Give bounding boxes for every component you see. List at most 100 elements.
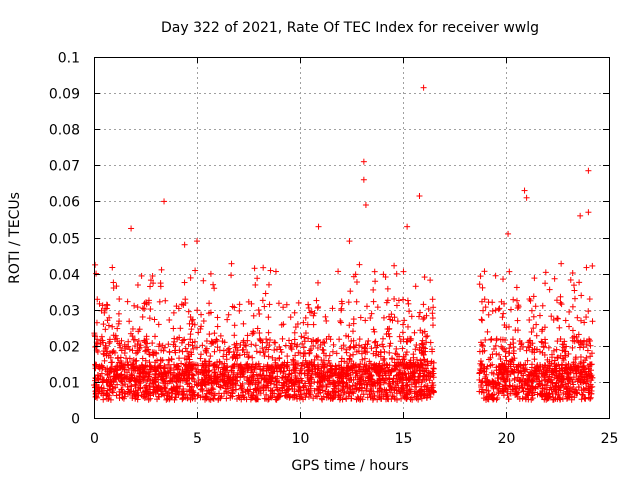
data-point: [368, 345, 375, 352]
data-point: [416, 192, 423, 199]
data-point: [343, 346, 350, 353]
data-point: [243, 361, 250, 368]
data-point: [120, 364, 127, 371]
data-point: [314, 361, 321, 368]
x-tick-label: 10: [292, 431, 310, 447]
data-point: [411, 329, 418, 336]
data-point: [134, 304, 141, 311]
data-point: [240, 394, 247, 401]
data-point: [265, 395, 272, 402]
data-point: [206, 300, 213, 307]
data-point: [427, 277, 434, 284]
data-point: [542, 269, 549, 276]
data-point: [391, 262, 398, 269]
data-point: [315, 365, 322, 372]
data-point: [400, 268, 407, 275]
data-point: [585, 167, 592, 174]
data-point: [236, 363, 243, 370]
data-point: [553, 346, 560, 353]
data-point: [389, 393, 396, 400]
data-point: [209, 339, 216, 346]
data-point: [506, 268, 513, 275]
data-point: [396, 333, 403, 340]
data-point: [127, 383, 134, 390]
data-point: [147, 283, 154, 290]
data-point: [98, 333, 105, 340]
data-point: [361, 355, 368, 362]
data-point: [329, 348, 336, 355]
data-point: [382, 377, 389, 384]
data-point: [157, 386, 164, 393]
data-point: [178, 301, 185, 308]
data-point: [240, 366, 247, 373]
data-point: [129, 325, 136, 332]
data-point: [394, 356, 401, 363]
data-point: [477, 358, 484, 365]
data-point: [221, 360, 228, 367]
data-point: [301, 390, 308, 397]
data-point: [171, 396, 178, 403]
data-point: [149, 340, 156, 347]
data-point: [280, 368, 287, 375]
data-point: [188, 349, 195, 356]
data-point: [100, 321, 107, 328]
data-point: [202, 348, 209, 355]
data-point: [175, 305, 182, 312]
data-point: [298, 333, 305, 340]
data-point: [388, 356, 395, 363]
data-point: [162, 297, 169, 304]
data-point: [479, 317, 486, 324]
data-point: [339, 386, 346, 393]
data-point: [302, 330, 309, 337]
data-point: [384, 362, 391, 369]
data-point: [272, 339, 279, 346]
data-point: [151, 316, 158, 323]
data-point: [260, 372, 267, 379]
data-point: [510, 296, 517, 303]
data-point: [358, 367, 365, 374]
data-point: [175, 366, 182, 373]
data-point: [182, 345, 189, 352]
data-point: [566, 323, 573, 330]
data-point: [123, 355, 130, 362]
data-point: [567, 276, 574, 283]
data-point: [487, 336, 494, 343]
data-point: [214, 344, 221, 351]
data-point: [156, 341, 163, 348]
data-point: [428, 346, 435, 353]
data-point: [206, 331, 213, 338]
data-point: [404, 338, 411, 345]
data-point: [380, 335, 387, 342]
data-point: [127, 330, 134, 337]
data-point: [291, 336, 298, 343]
data-point: [488, 336, 495, 343]
data-point: [114, 381, 121, 388]
data-point: [387, 340, 394, 347]
data-point: [305, 301, 312, 308]
data-point: [254, 325, 261, 332]
data-point: [386, 349, 393, 356]
data-point: [291, 309, 298, 316]
y-tick-label: 0.03: [49, 304, 80, 320]
data-point: [335, 268, 342, 275]
data-point: [101, 309, 108, 316]
data-point: [118, 386, 125, 393]
data-point: [300, 319, 307, 326]
data-point: [554, 354, 561, 361]
data-point: [110, 279, 117, 286]
data-point: [214, 323, 221, 330]
data-point: [168, 356, 175, 363]
data-point: [386, 342, 393, 349]
data-point: [273, 365, 280, 372]
data-point: [228, 260, 235, 267]
data-point: [265, 329, 272, 336]
data-point: [589, 262, 596, 269]
data-point: [416, 313, 423, 320]
data-point: [288, 346, 295, 353]
data-point: [264, 361, 271, 368]
data-point: [325, 391, 332, 398]
data-point: [558, 301, 565, 308]
data-point: [356, 261, 363, 268]
data-point: [395, 297, 402, 304]
data-point: [185, 308, 192, 315]
